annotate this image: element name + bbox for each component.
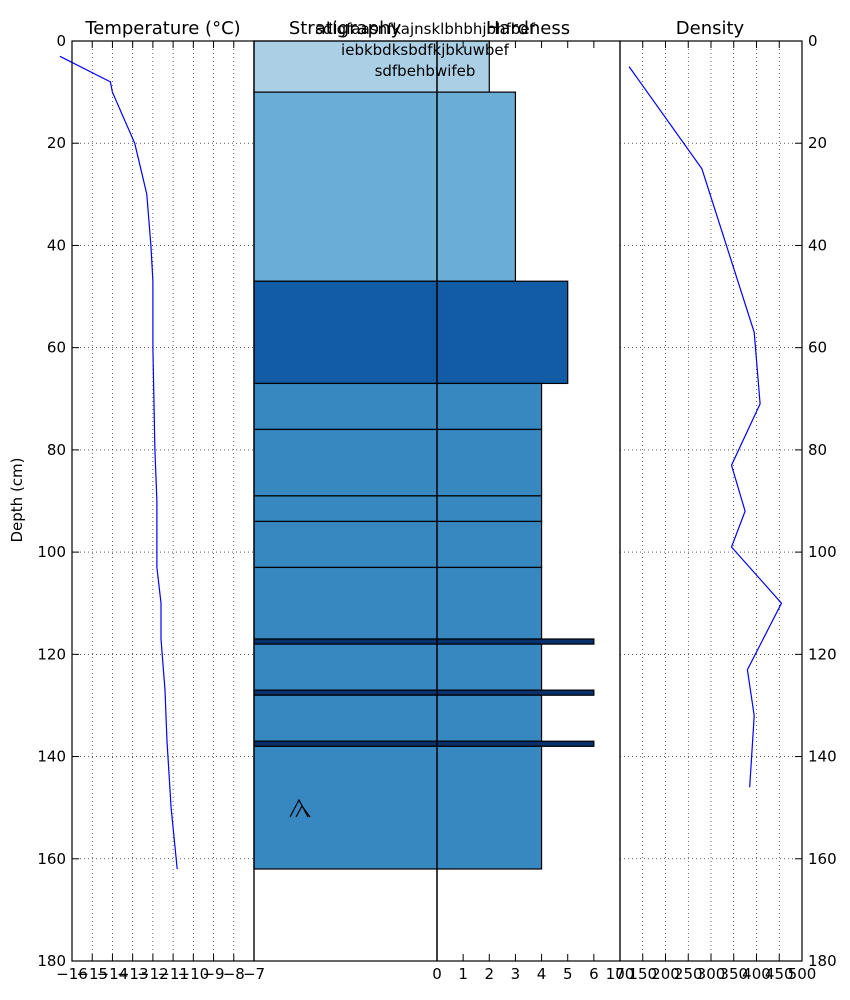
stratigraphy-layer-bar — [253, 740, 595, 747]
temperature-x-tick-label: −16 — [56, 965, 88, 983]
y-tick-label-left: 80 — [47, 441, 66, 459]
density-x-tick-label: 400 — [742, 965, 771, 983]
y-tick-label-right: 180 — [808, 952, 837, 970]
stratigraphy-layer-bar — [253, 689, 595, 696]
annotation-line-3: sdfbehbwifeb — [375, 62, 476, 80]
density-x-tick-label: 100 — [606, 965, 635, 983]
y-tick-label-left: 40 — [47, 236, 66, 254]
stratigraphy-bars — [253, 40, 595, 870]
y-tick-label-left: 140 — [37, 748, 66, 766]
y-tick-label-right: 80 — [808, 441, 827, 459]
density-x-tick-label: 500 — [788, 965, 817, 983]
density-title: Density — [676, 18, 745, 39]
y-tick-label-right: 40 — [808, 236, 827, 254]
y-tick-label-right: 20 — [808, 134, 827, 152]
stratigraphy-layer-bar — [253, 428, 543, 497]
y-tick-label-left: 120 — [37, 645, 66, 663]
stratigraphy-layer-bar — [253, 694, 543, 742]
stratigraphy-title: Stratigraphy — [289, 18, 402, 39]
hardness-x-tick-label: 6 — [589, 965, 599, 983]
hardness-x-tick-label: 7 — [615, 965, 625, 983]
y-tick-label-left: 160 — [37, 850, 66, 868]
stratigraphy-layer-bar — [253, 382, 543, 431]
temperature-x-tick-label: −12 — [137, 965, 169, 983]
temperature-title: Temperature (°C) — [84, 18, 240, 39]
stratigraphy-layer-bar — [253, 495, 543, 523]
annotation-line-1: sdlgfaasnfkajnsklbhbhjbhfbef — [315, 20, 536, 38]
y-tick-label-left: 60 — [47, 339, 66, 357]
stratigraphy-layer-bar — [253, 280, 569, 385]
y-tick-label-right: 140 — [808, 748, 837, 766]
y-tick-label-left: 180 — [37, 952, 66, 970]
hardness-x-tick-label: 4 — [537, 965, 547, 983]
y-tick-label-right: 120 — [808, 645, 837, 663]
density-x-tick-label: 250 — [674, 965, 703, 983]
hardness-title: Hardness — [486, 18, 570, 39]
annotation-line-2: iebkbdksbdfkjbkuwbef — [341, 41, 510, 59]
hardness-x-tick-label: 0 — [432, 965, 442, 983]
density-series — [628, 66, 783, 788]
y-tick-label-left: 0 — [56, 32, 66, 50]
y-tick-label-right: 60 — [808, 339, 827, 357]
stratigraphy-layer-bar — [253, 520, 543, 569]
temperature-x-tick-label: −9 — [202, 965, 224, 983]
stratigraphy-layer-bar — [253, 638, 595, 645]
hardness-x-tick-label: 1 — [458, 965, 468, 983]
density-x-tick-label: 350 — [719, 965, 748, 983]
y-tick-label-right: 100 — [808, 543, 837, 561]
y-tick-label-right: 160 — [808, 850, 837, 868]
temperature-x-tick-label: −7 — [243, 965, 265, 983]
density-x-tick-label: 450 — [765, 965, 794, 983]
temperature-x-tick-label: −8 — [223, 965, 245, 983]
temperature-series — [59, 55, 178, 870]
temperature-x-tick-label: −10 — [178, 965, 210, 983]
stratigraphy-layer-bar — [253, 566, 543, 640]
y-tick-label-right: 0 — [808, 32, 818, 50]
hardness-x-tick-label: 5 — [563, 965, 573, 983]
temperature-x-tick-label: −13 — [117, 965, 149, 983]
hoar-symbol-icon — [289, 798, 311, 818]
hardness-x-tick-label: 2 — [485, 965, 495, 983]
y-axis-label: Depth (cm) — [8, 457, 26, 542]
stratigraphy-layer-bar — [253, 643, 543, 691]
temperature-x-tick-label: −11 — [157, 965, 189, 983]
density-x-tick-label: 150 — [628, 965, 657, 983]
density-x-tick-label: 200 — [651, 965, 680, 983]
stratigraphy-layer-bar — [253, 40, 490, 93]
y-tick-label-left: 20 — [47, 134, 66, 152]
temperature-line — [59, 55, 178, 870]
y-tick-label-left: 100 — [37, 543, 66, 561]
temperature-x-tick-label: −15 — [76, 965, 108, 983]
temperature-x-tick-label: −14 — [97, 965, 129, 983]
stratigraphy-layer-bar — [253, 91, 517, 282]
hardness-x-tick-label: 3 — [511, 965, 521, 983]
stratigraphy-layer-bar — [253, 745, 543, 870]
density-x-tick-label: 300 — [697, 965, 726, 983]
